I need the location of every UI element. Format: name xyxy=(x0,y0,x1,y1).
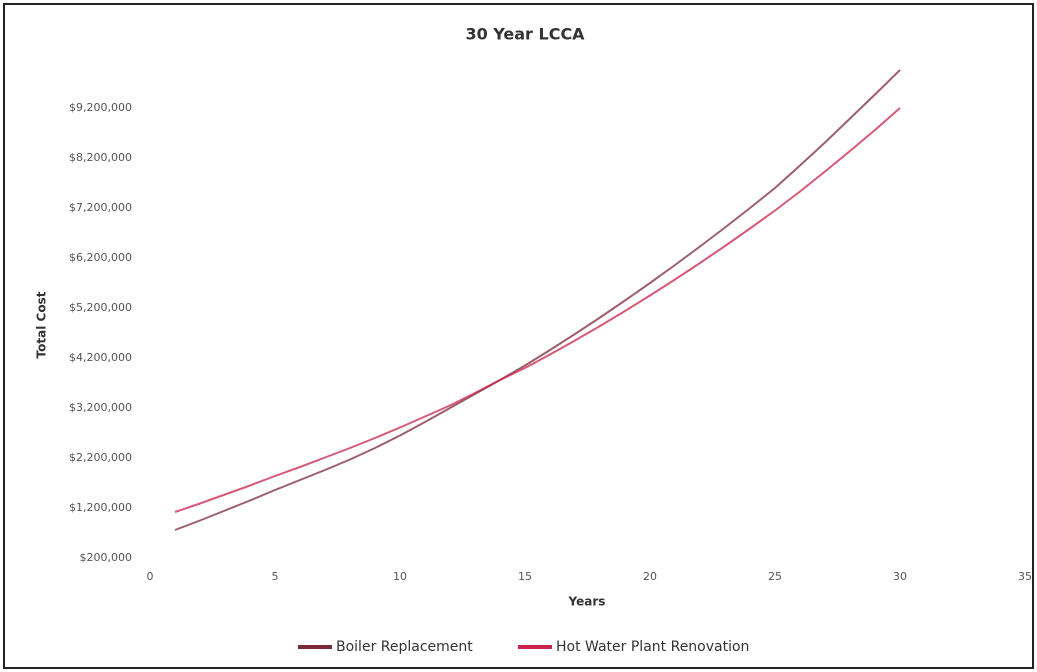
y-tick-label: $1,200,000 xyxy=(69,501,132,514)
x-tick-label: 0 xyxy=(147,570,154,583)
x-axis-title: Years xyxy=(568,595,606,609)
y-tick-label: $6,200,000 xyxy=(69,251,132,264)
y-tick-label: $5,200,000 xyxy=(69,301,132,314)
y-tick-label: $3,200,000 xyxy=(69,401,132,414)
chart-frame xyxy=(3,3,1034,669)
y-tick-label: $200,000 xyxy=(80,551,133,564)
chart-title: 30 Year LCCA xyxy=(465,25,585,44)
y-axis-title: Total Cost xyxy=(35,291,49,358)
x-tick-label: 30 xyxy=(893,570,907,583)
x-tick-label: 20 xyxy=(643,570,657,583)
legend-label: Boiler Replacement xyxy=(336,639,473,655)
legend-label: Hot Water Plant Renovation xyxy=(556,639,749,655)
y-tick-label: $2,200,000 xyxy=(69,451,132,464)
line-series xyxy=(174,107,901,513)
x-tick-label: 10 xyxy=(393,570,407,583)
y-tick-label: $9,200,000 xyxy=(69,101,132,114)
y-tick-label: $8,200,000 xyxy=(69,151,132,164)
x-tick-label: 25 xyxy=(768,570,782,583)
line-series xyxy=(174,69,901,531)
x-tick-label: 15 xyxy=(518,570,532,583)
y-tick-label: $4,200,000 xyxy=(69,351,132,364)
x-tick-label: 5 xyxy=(272,570,279,583)
x-tick-label: 35 xyxy=(1018,570,1032,583)
y-tick-label: $7,200,000 xyxy=(69,201,132,214)
